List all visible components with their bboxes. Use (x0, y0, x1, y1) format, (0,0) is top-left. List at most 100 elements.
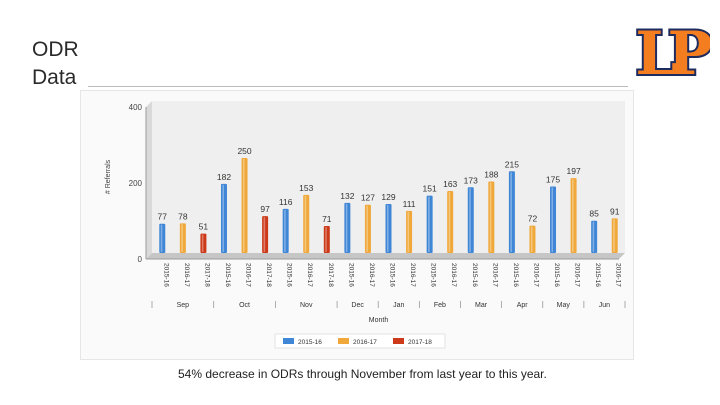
bar-highlight (592, 221, 595, 252)
x-tick-label: 2016-17 (491, 263, 498, 287)
slide-title-line-1: ODR (32, 38, 79, 61)
chart-caption: 54% decrease in ODRs through November fr… (178, 367, 547, 381)
bar (385, 203, 392, 253)
bar-highlight (181, 224, 183, 252)
bar (447, 191, 454, 253)
data-label: 175 (546, 175, 560, 185)
slide-title-line-2: Data (32, 66, 77, 89)
bar-highlight (530, 226, 533, 252)
bar-highlight (428, 196, 430, 252)
bar-highlight (304, 195, 307, 252)
bar (488, 181, 495, 253)
month-label: Dec (351, 302, 364, 309)
bar (220, 183, 227, 253)
month-label: Jan (393, 302, 404, 309)
bar (364, 204, 371, 253)
bar-highlight (243, 159, 245, 252)
data-label: 111 (403, 199, 416, 209)
data-label: 85 (589, 209, 599, 219)
x-tick-label: 2015-16 (594, 263, 601, 287)
plot-floor (146, 253, 625, 259)
data-label: 97 (260, 204, 270, 214)
bar-highlight (201, 234, 204, 252)
plot-side-wall (146, 101, 152, 259)
bar-highlight (510, 172, 512, 252)
odr-bar-chart: 0 200 400 # Referrals 77 2015-16 78 2016-17 51 20… (105, 101, 626, 349)
x-tick-label: 2016-17 (183, 263, 190, 287)
data-label: 77 (158, 212, 168, 222)
bar (508, 171, 515, 253)
x-tick-label: 2016-17 (450, 263, 457, 287)
legend-swatch (393, 338, 404, 344)
y-tick-label: 0 (138, 255, 143, 264)
data-label: 153 (299, 183, 313, 193)
x-tick-label: 2015-16 (286, 263, 293, 287)
x-tick-label: 2015-16 (224, 263, 231, 287)
legend-label: 2016-17 (353, 339, 377, 346)
bar-highlight (325, 227, 327, 252)
bar (591, 220, 598, 253)
bar-highlight (160, 224, 163, 252)
x-tick-label: 2015-16 (162, 263, 169, 287)
x-tick-label: 2016-17 (306, 263, 313, 287)
x-axis-label: Month (369, 317, 389, 324)
bar (200, 233, 207, 253)
data-label: 78 (178, 211, 188, 221)
month-label: Feb (434, 302, 446, 309)
x-tick-label: 2015-16 (471, 263, 478, 287)
bar (611, 218, 618, 253)
bar-highlight (387, 204, 389, 252)
data-label: 215 (505, 159, 519, 169)
bar-highlight (407, 211, 410, 252)
title-divider (88, 86, 628, 87)
data-label: 151 (423, 184, 437, 194)
bar-highlight (469, 188, 471, 252)
legend-label: 2017-18 (408, 339, 432, 346)
bar-highlight (284, 209, 286, 252)
y-tick-label: 200 (129, 179, 143, 188)
legend-swatch (283, 338, 294, 344)
y-tick-label: 400 (129, 103, 143, 112)
x-tick-label: 2017-18 (327, 263, 334, 287)
data-label: 127 (361, 193, 375, 203)
data-label: 71 (322, 214, 332, 224)
x-tick-label: 2015-16 (347, 263, 354, 287)
slide-title: ODR Data (32, 36, 79, 92)
x-tick-label: 2016-17 (574, 263, 581, 287)
bar (344, 202, 351, 253)
bar (550, 186, 557, 253)
legend-label: 2015-16 (298, 339, 322, 346)
bar-highlight (448, 192, 451, 252)
month-label: Jun (599, 302, 610, 309)
month-label: Sep (177, 302, 190, 309)
x-tick-label: 2015-16 (512, 263, 519, 287)
bar (282, 208, 289, 253)
data-label: 132 (340, 191, 354, 201)
bar (159, 223, 166, 253)
legend-swatch (338, 338, 349, 344)
school-logo: LP (633, 17, 710, 88)
x-tick-label: 2016-17 (368, 263, 375, 287)
bar (323, 226, 330, 253)
data-label: 116 (279, 197, 293, 207)
bar (179, 223, 186, 253)
x-tick-label: 2016-17 (245, 263, 252, 287)
bar (303, 194, 310, 253)
x-tick-label: 2015-16 (389, 263, 396, 287)
bar (426, 195, 433, 253)
month-label: Oct (239, 302, 250, 309)
bar (241, 158, 248, 253)
bar-highlight (572, 179, 574, 252)
month-label: May (557, 302, 571, 309)
x-tick-label: 2015-16 (553, 263, 560, 287)
x-tick-label: 2017-18 (265, 263, 272, 287)
bar (262, 216, 269, 253)
legend-box (274, 333, 446, 349)
bar (467, 187, 474, 253)
data-label: 188 (484, 170, 498, 180)
bar-highlight (613, 219, 615, 252)
x-tick-label: 2016-17 (615, 263, 622, 287)
bar (406, 210, 413, 253)
data-label: 129 (381, 192, 395, 202)
bar-highlight (263, 217, 266, 252)
